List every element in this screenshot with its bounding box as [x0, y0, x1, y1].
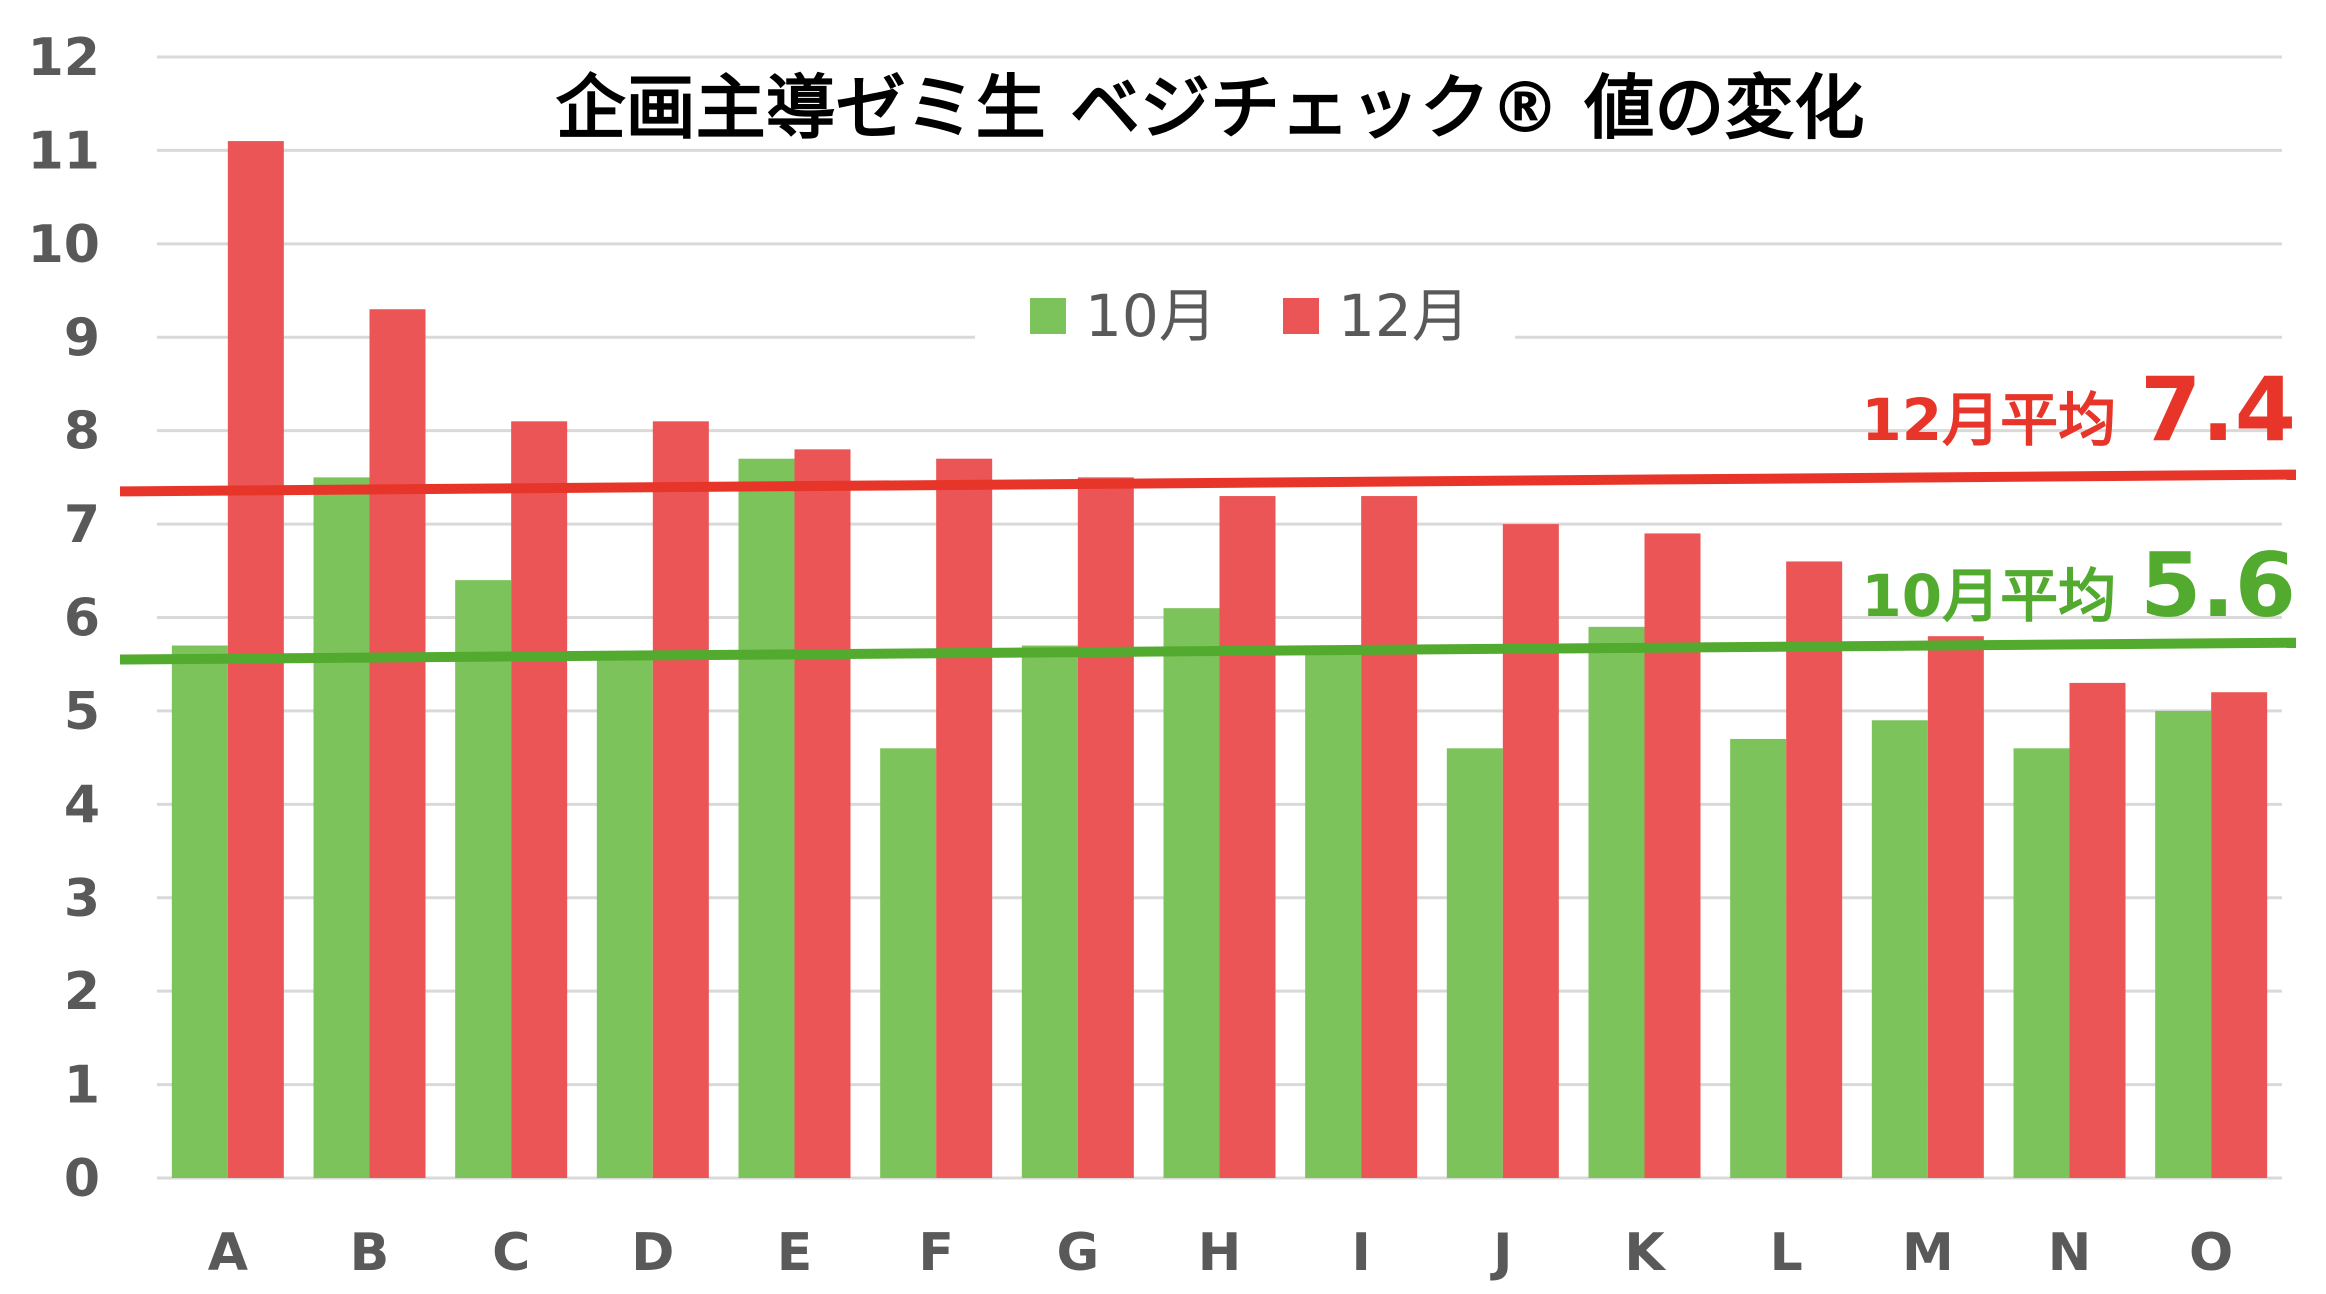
x-tick-label: I [1351, 1223, 1370, 1283]
x-tick-label: J [1490, 1223, 1512, 1283]
bar-12月-N [2069, 682, 2126, 1178]
bar-12月-M [1927, 636, 1984, 1178]
y-tick-label: 1 [64, 1056, 100, 1116]
x-tick-label: B [350, 1223, 390, 1283]
average-label-10: 10月平均 5.6 [1861, 534, 2296, 637]
x-tick-label: K [1624, 1223, 1666, 1283]
x-tick-label: H [1198, 1223, 1242, 1283]
bar-12月-O [2211, 692, 2268, 1178]
avg-10-value: 5.6 [2140, 534, 2296, 637]
bar-10月-H [1163, 608, 1220, 1178]
y-tick-label: 0 [64, 1149, 100, 1209]
x-axis-labels: A B C D E F G H I J K L M N O [208, 1223, 2234, 1283]
average-lines [119, 469, 2297, 665]
bar-12月-H [1219, 496, 1276, 1178]
bar-12月-F [936, 458, 993, 1179]
bar-10月-E [738, 458, 795, 1179]
x-tick-label: N [2048, 1223, 2092, 1283]
x-tick-label: G [1056, 1223, 1099, 1283]
bar-10月-J [1446, 748, 1503, 1178]
bars [171, 141, 2268, 1179]
average-label-12: 12月平均 7.4 [1861, 358, 2296, 461]
bar-12月-E [794, 449, 851, 1179]
legend-label-10: 10月 [1085, 282, 1217, 350]
y-tick-label: 9 [64, 308, 100, 368]
average-line-10月平均 [119, 637, 2297, 665]
x-tick-label: L [1770, 1223, 1803, 1283]
average-line-12月平均 [119, 469, 2297, 497]
y-tick-label: 7 [64, 495, 100, 555]
avg-10-label: 10月平均 [1861, 562, 2116, 630]
bar-10月-C [455, 580, 512, 1178]
bar-10月-O [2155, 710, 2212, 1178]
y-tick-label: 5 [64, 682, 100, 742]
y-tick-label: 3 [64, 869, 100, 929]
x-tick-label: C [492, 1223, 530, 1283]
bar-10月-L [1730, 738, 1787, 1178]
y-tick-label: 10 [28, 215, 100, 275]
bar-10月-M [1871, 720, 1928, 1178]
avg-12-value: 7.4 [2140, 358, 2296, 461]
x-tick-label: A [208, 1223, 248, 1283]
x-tick-label: E [777, 1223, 813, 1283]
avg-12-label: 12月平均 [1861, 386, 2116, 454]
chart-title: 企画主導ゼミ生 ベジチェック® 値の変化 [556, 67, 1865, 149]
bar-10月-F [880, 748, 937, 1178]
y-tick-label: 11 [28, 121, 100, 181]
bar-10月-D [596, 654, 653, 1178]
bar-10月-A [171, 645, 228, 1178]
x-tick-label: O [2189, 1223, 2233, 1283]
bar-12月-C [511, 421, 568, 1178]
legend-swatch-12 [1283, 298, 1319, 334]
bar-10月-N [2013, 748, 2070, 1178]
x-tick-label: F [918, 1223, 954, 1283]
y-tick-label: 6 [64, 589, 100, 649]
y-tick-label: 4 [64, 775, 100, 835]
bar-10月-K [1588, 626, 1645, 1178]
x-tick-label: D [631, 1223, 674, 1283]
bar-12月-K [1644, 533, 1701, 1178]
bar-10月-I [1305, 645, 1362, 1178]
bar-12月-I [1361, 496, 1418, 1178]
bar-12月-B [369, 309, 426, 1179]
legend: 10月 12月 [975, 270, 1515, 370]
x-tick-label: M [1902, 1223, 1954, 1283]
legend-label-12: 12月 [1338, 282, 1470, 350]
y-tick-label: 2 [64, 962, 100, 1022]
bar-10月-G [1021, 645, 1078, 1178]
y-tick-label: 8 [64, 402, 100, 462]
bar-12月-L [1786, 561, 1843, 1178]
bar-12月-J [1502, 524, 1559, 1178]
bar-12月-G [1077, 477, 1134, 1178]
bar-10月-B [313, 477, 370, 1178]
legend-swatch-10 [1030, 298, 1066, 334]
bar-12月-D [652, 421, 709, 1178]
y-tick-label: 12 [28, 28, 100, 88]
